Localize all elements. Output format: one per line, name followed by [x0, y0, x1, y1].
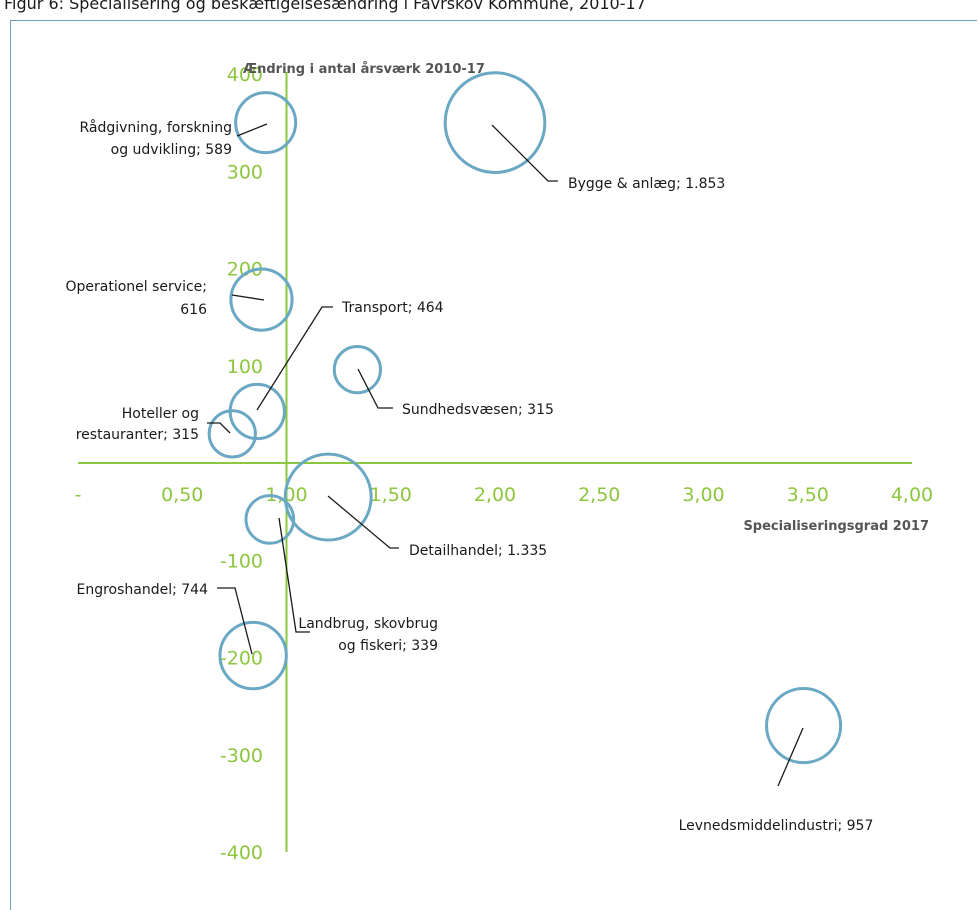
leader-line	[256, 306, 333, 411]
leader-line	[236, 123, 268, 137]
figure-caption: Figur 6: Specialisering og beskæftigelse…	[4, 0, 646, 13]
x-tick-labels: -0,50 1,00 1,50 2,00 2,50 3,00 3,50 4,00	[75, 484, 934, 506]
bubble-point	[765, 687, 843, 765]
x-tick-label: 1,50	[370, 484, 412, 506]
y-axis-title: Ændring i antal årsværk 2010-17	[243, 62, 485, 77]
bubble-label: Bygge & anlæg; 1.853	[568, 176, 725, 192]
x-tick-label: 3,00	[682, 484, 724, 506]
y-tick-label: -100	[220, 550, 263, 572]
leader-line	[231, 294, 265, 301]
y-tick-label: 300	[227, 161, 263, 183]
x-tick-label: 2,00	[474, 484, 516, 506]
bubble-label: Rådgivning, forskning og udvikling; 589	[79, 119, 232, 158]
bubble-point	[443, 71, 547, 174]
axes	[78, 72, 912, 852]
leader-line	[491, 124, 558, 182]
bubble-point	[332, 345, 383, 395]
x-tick-label: 2,50	[578, 484, 620, 506]
bubbles	[207, 71, 843, 765]
y-tick-label: -300	[220, 745, 263, 767]
leader-line	[217, 587, 253, 655]
bubble-point	[283, 452, 373, 542]
bubble-label: Hoteller og restauranter; 315	[76, 406, 199, 443]
x-tick-label: -	[75, 484, 82, 506]
y-tick-label: -200	[220, 648, 263, 670]
bubble-label: Operationel service; 616	[66, 279, 208, 318]
bubble-labels: Bygge & anlæg; 1.853 Rådgivning, forsknin…	[66, 119, 874, 834]
x-tick-label: 0,50	[161, 484, 203, 506]
leader-line	[278, 517, 310, 633]
y-tick-label: 200	[227, 259, 263, 281]
y-tick-label: 400	[227, 64, 263, 86]
bubble-point	[234, 91, 298, 155]
chart-frame	[10, 20, 977, 910]
leader-line	[357, 368, 393, 409]
x-tick-label: 3,50	[787, 484, 829, 506]
bubble-point	[218, 620, 288, 691]
bubble-point	[229, 267, 294, 332]
bubble-label: Transport; 464	[341, 300, 444, 316]
leader-line	[777, 727, 804, 787]
y-tick-label: -400	[220, 842, 263, 864]
y-tick-label: 100	[227, 356, 263, 378]
y-tick-labels: 400 300 200 100 -100 -200 -300 -400	[220, 64, 263, 864]
x-axis-title: Specialiseringsgrad 2017	[743, 519, 929, 534]
bubble-point	[207, 409, 257, 459]
bubble-label: Landbrug, skovbrug og fiskeri; 339	[298, 616, 438, 654]
leader-line	[207, 422, 231, 434]
bubble-point	[244, 494, 296, 545]
bubble-label: Sundhedsvæsen; 315	[402, 402, 554, 418]
leader-lines	[207, 123, 804, 787]
bubble-label: Levnedsmiddelindustri; 957	[679, 818, 874, 834]
leader-line	[327, 495, 399, 549]
bubble-label: Engroshandel; 744	[76, 582, 208, 598]
x-tick-label: 4,00	[891, 484, 933, 506]
bubble-label: Detailhandel; 1.335	[409, 543, 547, 559]
